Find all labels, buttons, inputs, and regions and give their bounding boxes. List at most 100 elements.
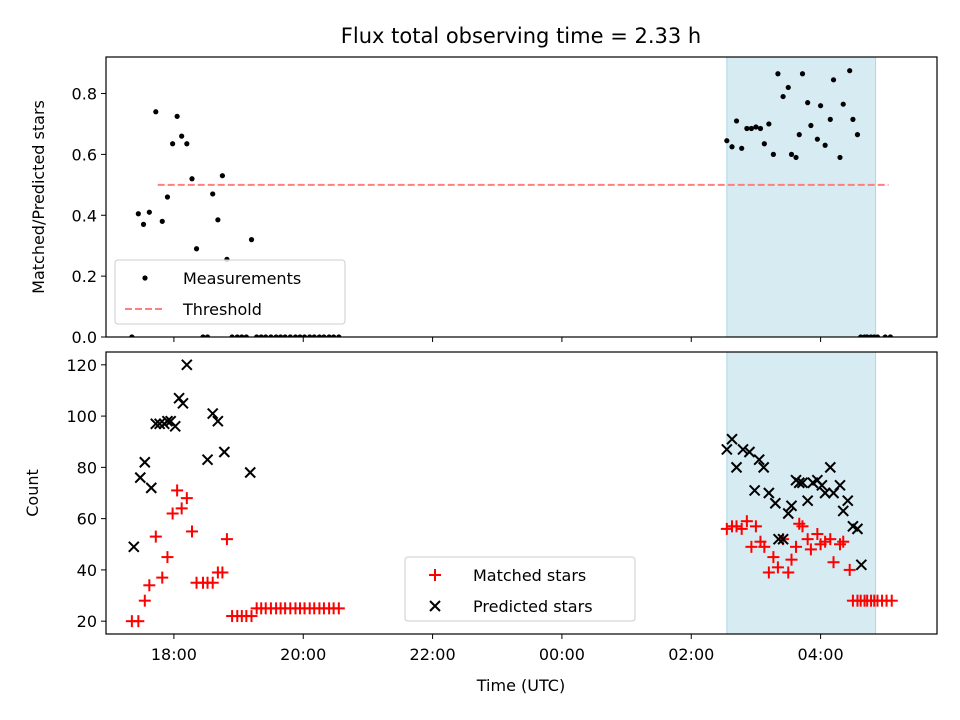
point-count-1-5-b	[153, 418, 166, 430]
chart-title: Flux total observing time = 2.33 h	[341, 24, 701, 48]
y-tick-label-ratio-3: 0.6	[72, 145, 97, 164]
point-ratio-0-50	[761, 141, 767, 147]
point-count-1-30-b	[782, 507, 794, 520]
point-count-0-64	[819, 535, 832, 548]
point-ratio-0-20	[234, 334, 240, 337]
y-tick-label-ratio-0: 0.0	[72, 328, 97, 347]
point-count-1-29-b	[777, 533, 789, 545]
point-count-1-0	[128, 541, 140, 553]
point-count-0-1	[132, 615, 145, 628]
axes-frame-count	[105, 351, 938, 635]
point-count-1-19	[726, 433, 738, 445]
point-count-0-45	[735, 522, 748, 535]
point-ratio-0-60	[805, 100, 811, 106]
point-count-1-45-b	[847, 520, 859, 533]
point-count-1-26	[763, 487, 775, 499]
point-ratio-0-7	[170, 141, 176, 147]
series-count-0	[125, 484, 898, 628]
y-tick-label-ratio-1: 0.2	[72, 267, 97, 286]
point-ratio-0-29	[278, 334, 284, 337]
panel-count: 20 40 60 80 100 120 18:00 20:00 22:00 00:00 02:00 0…	[66, 351, 938, 664]
point-count-1-16-b	[218, 446, 231, 458]
point-count-1-20-b	[730, 461, 743, 474]
point-ratio-0-23	[248, 237, 255, 243]
point-ratio-0-69	[847, 68, 853, 74]
y-axis-label-ratio: Matched/Predicted stars	[29, 100, 48, 294]
legend-marker-count-1	[429, 600, 441, 612]
point-ratio-0-15	[210, 191, 216, 197]
point-count-1-46-b	[851, 523, 864, 535]
legend-box-ratio	[114, 259, 346, 325]
point-count-1-38	[816, 479, 828, 492]
point-count-1-11-b	[177, 397, 189, 409]
point-ratio-0-67	[837, 154, 843, 161]
point-ratio-0-57	[793, 154, 799, 161]
point-ratio-0-43	[729, 144, 735, 150]
point-ratio-0-44	[733, 118, 740, 124]
point-ratio-0-17	[219, 173, 226, 179]
plot-area-ratio	[129, 68, 894, 337]
point-count-0-60	[801, 533, 814, 546]
point-count-1-44-b	[842, 494, 854, 507]
point-ratio-0-0	[129, 334, 135, 337]
y-tick-label-count-5: 120	[66, 356, 97, 375]
x-tick-label-3: 00:00	[539, 645, 585, 664]
point-count-1-11	[177, 397, 189, 409]
point-ratio-0-19	[229, 334, 235, 337]
x-tick-label-2: 22:00	[410, 645, 456, 664]
point-ratio-0-28	[273, 334, 279, 337]
point-ratio-0-39	[326, 334, 332, 337]
point-count-1-22	[743, 446, 756, 458]
point-ratio-0-49	[757, 125, 764, 132]
point-ratio-0-24	[254, 334, 260, 337]
point-count-1-35-b	[801, 494, 814, 507]
highlight-span-ratio	[726, 56, 877, 338]
point-count-1-39-b	[819, 487, 831, 499]
point-count-0-11	[186, 525, 199, 538]
point-count-0-55	[782, 566, 795, 579]
point-count-0-8	[171, 484, 184, 497]
point-ratio-0-26	[263, 334, 269, 337]
point-count-0-56	[785, 553, 798, 566]
point-ratio-0-12	[193, 246, 200, 252]
point-count-1-1	[134, 471, 146, 484]
point-count-0-4	[149, 530, 162, 543]
point-count-1-18-b	[721, 443, 733, 456]
point-count-1-9-b	[169, 420, 181, 433]
point-ratio-0-70	[850, 116, 856, 122]
point-ratio-0-53	[775, 71, 781, 77]
point-count-0-57	[790, 540, 803, 553]
point-ratio-0-25	[258, 334, 264, 337]
point-ratio-0-45	[739, 145, 745, 151]
point-count-1-34-b	[796, 477, 809, 489]
legend-label-ratio-0: Measurements	[183, 269, 301, 288]
point-ratio-0-2	[140, 221, 147, 227]
point-ratio-0-63	[817, 103, 824, 109]
point-count-1-4	[150, 418, 162, 430]
point-count-1-39	[819, 487, 831, 499]
point-count-0-18	[220, 533, 233, 546]
panel-ratio: 0.0 0.2 0.4 0.6 0.8 Measurements Threshold	[72, 56, 938, 347]
point-count-0-17	[216, 566, 229, 579]
point-ratio-0-65	[827, 116, 833, 122]
point-ratio-0-61	[808, 122, 814, 129]
point-ratio-0-35	[307, 334, 313, 337]
legend-label-count-0: Matched stars	[473, 566, 586, 585]
point-count-1-42-b	[834, 479, 846, 492]
legend-marker-ratio-0	[142, 275, 148, 281]
point-count-0-62	[811, 528, 824, 541]
point-ratio-0-22	[243, 334, 249, 337]
point-count-0-51	[762, 566, 775, 579]
point-ratio-0-30	[282, 334, 288, 337]
point-ratio-0-51	[766, 121, 772, 127]
point-count-0-59	[796, 520, 809, 533]
point-count-1-30	[782, 507, 794, 520]
point-count-0-15	[206, 576, 219, 589]
point-ratio-0-8	[174, 113, 180, 119]
point-count-1-25	[757, 461, 770, 474]
point-count-1-4-b	[150, 418, 162, 430]
point-count-1-23-b	[748, 484, 761, 497]
point-count-1-33-b	[793, 477, 805, 489]
point-ratio-0-13	[200, 334, 206, 337]
